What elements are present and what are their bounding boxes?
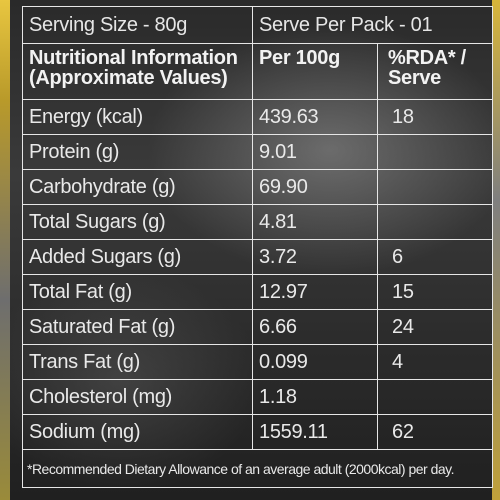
rda-value: 6 — [378, 240, 493, 275]
nutrient-name: Protein (g) — [23, 135, 253, 170]
table-row: Protein (g) 9.01 — [23, 135, 493, 170]
nutrient-name: Carbohydrate (g) — [23, 170, 253, 205]
table-row: Total Fat (g) 12.97 15 — [23, 275, 493, 310]
nutrient-name: Sodium (mg) — [23, 415, 253, 450]
table-row: Energy (kcal) 439.63 18 — [23, 100, 493, 135]
table-header: Nutritional Information (Approximate Val… — [23, 44, 493, 100]
table-row: Sodium (mg) 1559.11 62 — [23, 415, 493, 450]
rda-value: 15 — [378, 275, 493, 310]
package-edge-right — [492, 0, 500, 500]
per-100g-value: 1559.11 — [253, 415, 378, 450]
table-row: Carbohydrate (g) 69.90 — [23, 170, 493, 205]
rda-value: 4 — [378, 345, 493, 380]
nutrient-name: Total Sugars (g) — [23, 205, 253, 240]
nutrient-name: Saturated Fat (g) — [23, 310, 253, 345]
header-per-100g: Per 100g — [253, 44, 378, 100]
per-100g-value: 439.63 — [253, 100, 378, 135]
rda-value: 18 — [378, 100, 493, 135]
rda-value — [378, 380, 493, 415]
rda-value — [378, 205, 493, 240]
serve-per-pack: Serve Per Pack - 01 — [253, 7, 493, 44]
per-100g-value: 6.66 — [253, 310, 378, 345]
nutrient-name: Total Fat (g) — [23, 275, 253, 310]
per-100g-value: 0.099 — [253, 345, 378, 380]
per-100g-value: 12.97 — [253, 275, 378, 310]
table-row: Total Sugars (g) 4.81 — [23, 205, 493, 240]
nutrient-name: Added Sugars (g) — [23, 240, 253, 275]
per-100g-value: 3.72 — [253, 240, 378, 275]
rda-value: 62 — [378, 415, 493, 450]
per-100g-value: 1.18 — [253, 380, 378, 415]
rda-value — [378, 135, 493, 170]
header-nutrition: Nutritional Information (Approximate Val… — [23, 44, 253, 100]
table-row: Added Sugars (g) 3.72 6 — [23, 240, 493, 275]
footnote-row: *Recommended Dietary Allowance of an ave… — [23, 450, 493, 488]
nutrient-name: Trans Fat (g) — [23, 345, 253, 380]
rda-footnote: *Recommended Dietary Allowance of an ave… — [23, 450, 493, 488]
nutrition-table: Serving Size - 80g Serve Per Pack - 01 N… — [22, 6, 493, 488]
per-100g-value: 69.90 — [253, 170, 378, 205]
table-row: Cholesterol (mg) 1.18 — [23, 380, 493, 415]
per-100g-value: 9.01 — [253, 135, 378, 170]
serving-row: Serving Size - 80g Serve Per Pack - 01 — [23, 7, 493, 44]
serving-size: Serving Size - 80g — [23, 7, 253, 44]
rda-value: 24 — [378, 310, 493, 345]
table-row: Trans Fat (g) 0.099 4 — [23, 345, 493, 380]
package-edge-left — [0, 0, 10, 500]
per-100g-value: 4.81 — [253, 205, 378, 240]
header-rda: %RDA* / Serve — [378, 44, 493, 100]
nutrient-name: Energy (kcal) — [23, 100, 253, 135]
rda-value — [378, 170, 493, 205]
table-row: Saturated Fat (g) 6.66 24 — [23, 310, 493, 345]
nutrient-name: Cholesterol (mg) — [23, 380, 253, 415]
